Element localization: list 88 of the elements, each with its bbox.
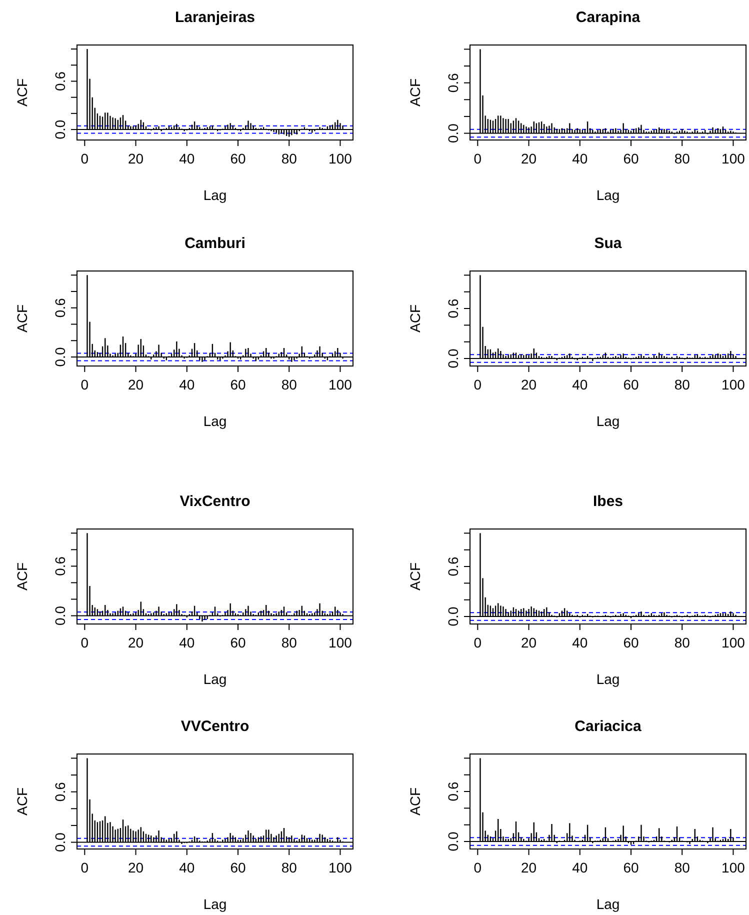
x-tick-label: 60 bbox=[623, 634, 639, 651]
x-tick-label: 100 bbox=[328, 150, 352, 167]
x-tick-label: 100 bbox=[722, 376, 746, 393]
y-axis-title: ACF bbox=[14, 788, 30, 816]
y-tick-label: 0.6 bbox=[52, 71, 68, 91]
y-tick-label: 0.6 bbox=[445, 72, 461, 93]
chart-title: VVCentro bbox=[180, 718, 250, 735]
y-tick-label: 0.0 bbox=[445, 123, 461, 144]
x-axis-title: Lag bbox=[596, 413, 620, 429]
x-tick-label: 0 bbox=[474, 860, 482, 876]
x-tick-label: 80 bbox=[281, 860, 298, 876]
x-tick-label: 100 bbox=[328, 634, 352, 651]
x-tick-label: 80 bbox=[674, 860, 690, 876]
x-tick-label: 80 bbox=[281, 376, 298, 393]
y-tick-label: 0.0 bbox=[52, 347, 68, 367]
x-tick-label: 40 bbox=[179, 150, 195, 167]
x-tick-label: 80 bbox=[674, 150, 690, 167]
chart-title: Ibes bbox=[592, 493, 624, 510]
x-tick-label: 60 bbox=[623, 376, 639, 393]
x-tick-label: 100 bbox=[722, 860, 746, 876]
x-tick-label: 0 bbox=[474, 150, 482, 167]
x-tick-label: 100 bbox=[328, 376, 352, 393]
x-tick-label: 60 bbox=[623, 150, 639, 167]
y-tick-label: 0.0 bbox=[52, 606, 68, 626]
x-axis-title: Lag bbox=[596, 187, 620, 203]
y-axis-title: ACF bbox=[14, 562, 30, 590]
x-axis-title: Lag bbox=[596, 896, 620, 912]
chart-title: Carapina bbox=[576, 9, 641, 26]
x-tick-label: 60 bbox=[230, 634, 246, 651]
y-tick-label: 0.6 bbox=[52, 782, 68, 802]
x-tick-label: 40 bbox=[572, 376, 588, 393]
x-tick-label: 0 bbox=[80, 860, 89, 876]
x-axis-title: Lag bbox=[596, 671, 620, 687]
x-tick-label: 20 bbox=[520, 634, 537, 651]
y-tick-label: 0.0 bbox=[52, 120, 68, 140]
x-axis-title: Lag bbox=[203, 896, 227, 912]
x-tick-label: 20 bbox=[128, 860, 144, 876]
y-tick-label: 0.6 bbox=[52, 556, 68, 576]
x-tick-label: 20 bbox=[520, 376, 537, 393]
x-tick-label: 0 bbox=[80, 376, 89, 393]
x-tick-label: 0 bbox=[80, 634, 89, 651]
x-tick-label: 40 bbox=[572, 860, 588, 876]
y-tick-label: 0.6 bbox=[445, 556, 461, 576]
y-tick-label: 0.6 bbox=[445, 782, 461, 802]
x-tick-label: 40 bbox=[572, 634, 588, 651]
x-tick-label: 0 bbox=[474, 634, 482, 651]
y-axis-title: ACF bbox=[407, 304, 423, 332]
x-tick-label: 80 bbox=[674, 634, 690, 651]
x-tick-label: 100 bbox=[722, 150, 746, 167]
x-tick-label: 60 bbox=[230, 376, 246, 393]
x-axis-title: Lag bbox=[203, 187, 227, 203]
y-axis-title: ACF bbox=[14, 304, 30, 332]
y-tick-label: 0.0 bbox=[445, 348, 461, 368]
chart-title: VixCentro bbox=[180, 493, 250, 510]
x-tick-label: 20 bbox=[520, 860, 537, 876]
chart-title: Sua bbox=[594, 235, 622, 252]
y-tick-label: 0.0 bbox=[445, 832, 461, 852]
x-tick-label: 20 bbox=[128, 634, 144, 651]
x-axis-title: Lag bbox=[203, 671, 227, 687]
x-tick-label: 40 bbox=[572, 150, 588, 167]
x-tick-label: 80 bbox=[281, 150, 298, 167]
y-axis-title: ACF bbox=[407, 78, 423, 106]
x-tick-label: 80 bbox=[281, 634, 298, 651]
y-tick-label: 0.6 bbox=[445, 298, 461, 318]
x-tick-label: 60 bbox=[230, 150, 246, 167]
x-tick-label: 100 bbox=[722, 634, 746, 651]
x-tick-label: 20 bbox=[128, 376, 144, 393]
x-tick-label: 100 bbox=[328, 860, 352, 876]
x-tick-label: 40 bbox=[179, 634, 195, 651]
y-tick-label: 0.0 bbox=[52, 832, 68, 852]
x-tick-label: 20 bbox=[520, 150, 537, 167]
x-tick-label: 60 bbox=[623, 860, 639, 876]
y-axis-title: ACF bbox=[14, 78, 30, 106]
chart-title: Camburi bbox=[184, 235, 246, 252]
y-axis-title: ACF bbox=[407, 788, 423, 816]
x-tick-label: 80 bbox=[674, 376, 690, 393]
x-tick-label: 60 bbox=[230, 860, 246, 876]
chart-title: Laranjeiras bbox=[174, 9, 256, 26]
x-tick-label: 40 bbox=[179, 376, 195, 393]
x-tick-label: 0 bbox=[474, 376, 482, 393]
chart-title: Cariacica bbox=[574, 718, 642, 735]
x-tick-label: 40 bbox=[179, 860, 195, 876]
y-tick-label: 0.6 bbox=[52, 298, 68, 318]
x-tick-label: 0 bbox=[80, 150, 89, 167]
y-axis-title: ACF bbox=[407, 562, 423, 590]
y-tick-label: 0.0 bbox=[445, 606, 461, 626]
x-axis-title: Lag bbox=[203, 413, 227, 429]
x-tick-label: 20 bbox=[128, 150, 144, 167]
